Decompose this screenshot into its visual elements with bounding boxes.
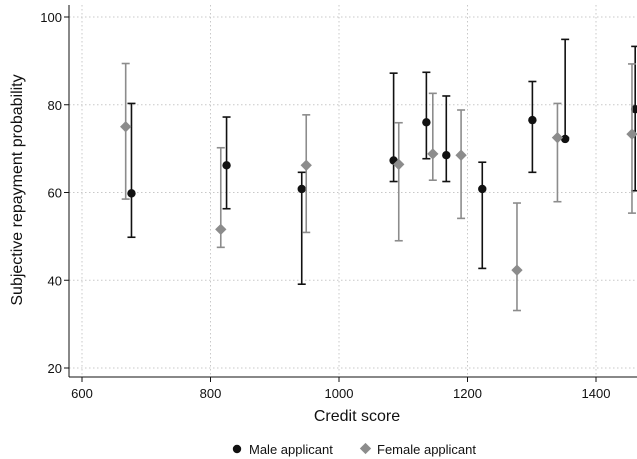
y-tick-label: 80 [48,98,62,113]
legend-male-label: Male applicant [249,442,333,457]
female-data-point [300,114,312,234]
x-tick-label: 1000 [325,386,354,401]
female-marker [455,149,467,161]
male-marker [422,118,431,127]
male-data-point [560,38,570,144]
y-tick-label: 20 [48,361,62,376]
legend-female-label: Female applicant [377,442,476,457]
female-data-point [626,63,637,214]
y-tick-label: 100 [40,10,62,25]
female-marker [626,128,637,140]
male-data-point [297,171,306,285]
tick-labels: 600 800 1000 1200 1400 20 40 60 80 100 [40,10,610,401]
female-data-point [511,202,523,312]
legend: Male applicant Female applicant [232,442,476,457]
male-marker [560,134,570,144]
data-points [120,38,637,312]
grid [69,5,637,377]
y-axis-title: Subjective repayment probability [9,74,26,305]
x-axis-title: Credit score [314,408,400,425]
male-data-point [442,95,451,183]
legend-male-marker [232,444,242,454]
female-marker [300,159,312,171]
female-data-point [455,109,467,220]
male-data-point [528,80,537,174]
female-marker [393,158,405,171]
male-marker [478,184,487,194]
female-data-point [551,102,564,203]
male-marker [222,161,231,170]
male-marker [297,184,306,194]
male-marker [442,151,451,160]
male-marker [528,115,537,125]
y-tick-label: 60 [48,186,62,201]
male-data-point [222,116,231,210]
x-tick-label: 600 [71,386,93,401]
legend-female-marker [359,442,372,455]
x-tick-label: 800 [200,386,222,401]
x-tick-label: 1200 [453,386,482,401]
y-tick-label: 40 [48,273,62,288]
female-marker [551,131,564,144]
x-tick-label: 1400 [582,386,611,401]
female-data-point [393,121,405,242]
male-marker [127,189,136,198]
male-data-point [478,161,487,270]
axes [68,5,637,378]
female-marker [511,264,523,276]
female-data-point [427,92,439,182]
female-marker [427,148,439,160]
female-marker [215,223,227,236]
male-data-point [422,71,431,160]
male-data-point [127,102,136,239]
female-data-point [215,146,227,249]
